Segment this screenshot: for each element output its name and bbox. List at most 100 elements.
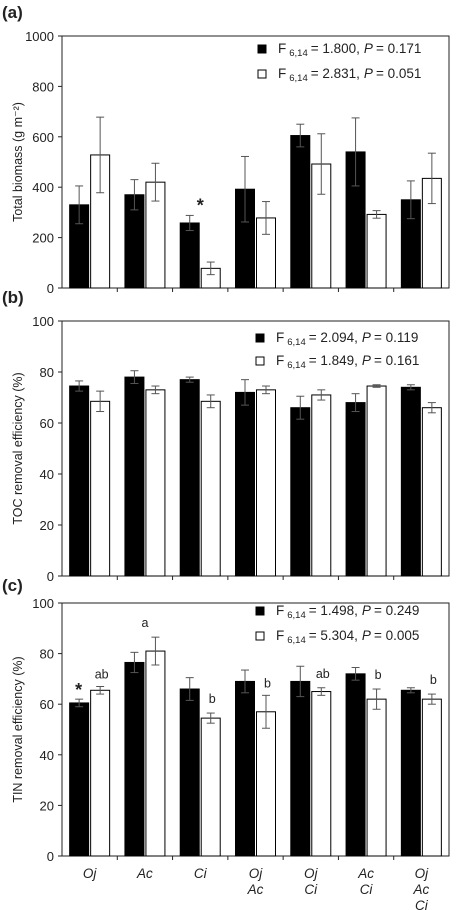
y-tick-label: 200 xyxy=(32,231,54,246)
y-tick-label: 20 xyxy=(40,518,54,533)
legend-p-value: = 0.161 xyxy=(374,353,419,368)
bar-black-5 xyxy=(290,407,311,577)
bar-black-3 xyxy=(179,222,200,289)
plot-frame xyxy=(61,35,450,289)
legend-swatch-1 xyxy=(255,606,265,616)
legend-entry-2: F 6,14 = 1.849, P = 0.161 xyxy=(276,353,419,371)
legend-p-value: = 0.051 xyxy=(376,66,421,81)
y-tick-label: 100 xyxy=(32,314,54,329)
bar-black-2 xyxy=(124,376,145,577)
bar-black-3 xyxy=(179,688,200,857)
panel-label: (a) xyxy=(2,3,23,22)
y-tick-label: 600 xyxy=(32,130,54,145)
legend-df: 6,14 xyxy=(289,73,308,84)
y-tick-label: 80 xyxy=(40,365,54,380)
legend-stat: F xyxy=(278,41,286,56)
legend-df: 6,14 xyxy=(287,337,306,348)
panel-label: (b) xyxy=(2,288,24,307)
y-tick-label: 20 xyxy=(40,798,54,813)
y-tick-label: 0 xyxy=(47,569,54,584)
legend-p-label: P xyxy=(362,330,371,345)
panel-label: (c) xyxy=(2,576,23,595)
x-category-label: Oj Ac Ci xyxy=(412,866,429,910)
bar-black-5 xyxy=(290,135,311,289)
legend-df: 6,14 xyxy=(287,610,306,621)
legend-p-label: P xyxy=(362,603,371,618)
bar-white-1 xyxy=(90,400,111,577)
y-tick-label: 40 xyxy=(40,467,54,482)
bar-white-2 xyxy=(145,650,166,857)
bar-black-5 xyxy=(290,680,311,857)
panel-c: (c) 0 20 40 60 80 100 TIN removal efficiency (%… xyxy=(2,576,450,910)
legend-stat: F xyxy=(276,628,284,643)
legend-entry-1: F 6,14 = 2.094, P = 0.119 xyxy=(276,330,418,348)
y-tick-label: 40 xyxy=(40,748,54,763)
legend-p-value: = 0.249 xyxy=(374,603,419,618)
legend-entry-2: F 6,14 = 5.304, P = 0.005 xyxy=(276,628,419,646)
annotation-letter: a xyxy=(141,616,148,630)
annotation-letter: b xyxy=(375,668,382,682)
legend-swatch-2 xyxy=(255,631,265,641)
y-tick-label: 80 xyxy=(40,647,54,662)
annotation-letter: ab xyxy=(95,667,109,681)
bar-black-6 xyxy=(345,402,366,577)
bar-white-5 xyxy=(311,691,332,857)
y-tick-label: 0 xyxy=(47,849,54,864)
plot-frame xyxy=(61,320,450,577)
bar-white-6 xyxy=(366,698,387,857)
y-tick-label: 800 xyxy=(32,79,54,94)
bar-white-3 xyxy=(200,400,221,577)
legend-p-value: = 0.119 xyxy=(374,330,418,345)
bar-white-2 xyxy=(145,389,166,577)
legend-f-value: = 1.849, xyxy=(309,353,358,368)
x-category-label: Ac Ci xyxy=(357,866,374,897)
y-axis-label: TOC removal efficiency (%) xyxy=(11,372,25,524)
legend-p-label: P xyxy=(364,41,373,56)
annotation-letter: b xyxy=(430,673,437,687)
bar-black-2 xyxy=(124,661,145,857)
legend-entry-1: F 6,14 = 1.800, P = 0.171 xyxy=(278,41,421,59)
bar-black-7 xyxy=(400,386,421,577)
legend-swatch-2 xyxy=(257,69,267,79)
legend-df: 6,14 xyxy=(287,360,306,371)
legend-f-value: = 2.831, xyxy=(311,66,360,81)
legend-p-label: P xyxy=(362,628,371,643)
y-tick-label: 1000 xyxy=(25,29,54,44)
y-axis-label: TIN removal efficiency (%) xyxy=(11,656,25,802)
bar-white-1 xyxy=(90,689,111,857)
y-tick-label: 60 xyxy=(40,416,54,431)
bar-white-3 xyxy=(200,717,221,857)
bar-black-3 xyxy=(179,379,200,577)
legend-p-value: = 0.171 xyxy=(376,41,421,56)
bar-black-1 xyxy=(69,385,90,577)
bar-white-4 xyxy=(256,389,276,577)
legend-df: 6,14 xyxy=(287,635,306,646)
bar-black-4 xyxy=(235,391,255,577)
bar-black-4 xyxy=(235,680,255,857)
panel-a: (a) 0 200 400 600 800 1000 Total biomass (g m⁻²… xyxy=(2,3,450,296)
legend-f-value: = 1.498, xyxy=(309,603,358,618)
plot-frame xyxy=(61,602,450,857)
panel-b: (b) 0 20 40 60 80 100 TOC removal efficiency (%… xyxy=(2,288,450,584)
bar-white-6 xyxy=(366,385,387,577)
legend-stat: F xyxy=(276,353,284,368)
annotation-letter: ab xyxy=(316,667,330,681)
y-tick-label: 60 xyxy=(40,697,54,712)
annotation-letter: b xyxy=(264,676,271,690)
legend-p-value: = 0.005 xyxy=(374,628,419,643)
legend-entry-2: F 6,14 = 2.831, P = 0.051 xyxy=(278,66,421,84)
annotation-asterisk: * xyxy=(75,680,82,700)
y-tick-label: 0 xyxy=(47,281,54,296)
legend-p-label: P xyxy=(364,66,373,81)
y-axis-label: Total biomass (g m⁻²) xyxy=(11,102,25,222)
legend-f-value: = 5.304, xyxy=(309,628,358,643)
bar-black-1 xyxy=(69,702,90,857)
legend-stat: F xyxy=(278,66,286,81)
x-category-label: Oj Ac xyxy=(247,866,264,897)
y-tick-label: 400 xyxy=(32,180,54,195)
x-category-label: Oj xyxy=(83,866,98,881)
x-category-label: Ci xyxy=(194,866,208,881)
legend-df: 6,14 xyxy=(289,48,308,59)
y-tick-label: 100 xyxy=(32,596,54,611)
